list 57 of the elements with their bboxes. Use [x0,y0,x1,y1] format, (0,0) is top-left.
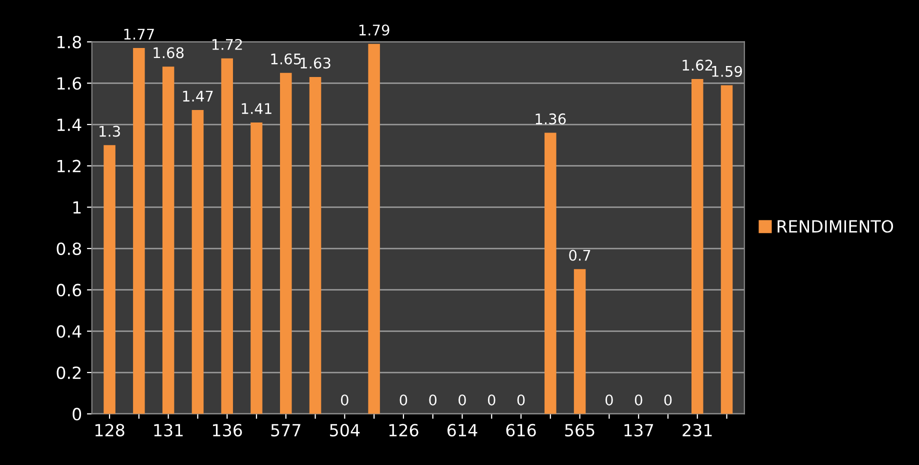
bar [309,76,322,414]
bar [280,72,292,414]
y-tick-label: 0.4 [56,325,82,338]
y-tick-label: 0 [72,408,82,420]
x-tick-label: 616 [506,424,536,436]
y-tick-label: 1 [73,201,81,214]
data-label: 0 [606,394,613,406]
x-tick-label: 504 [330,424,360,436]
data-label: 1.36 [536,113,566,124]
data-label: 1.63 [300,58,330,69]
data-label: 1.77 [124,28,154,40]
data-label: 1.3 [100,126,120,137]
data-label: 0 [400,394,408,406]
data-label: 0.7 [569,250,590,261]
x-tick-label: 137 [624,424,654,436]
legend-label: RENDIMIENTO [778,220,894,233]
data-label: 0 [340,394,348,406]
bar [368,44,380,414]
bar [574,269,586,414]
x-tick-label: 128 [95,424,124,436]
y-tick-label: 0.2 [56,366,81,380]
data-label: 1.65 [271,53,301,64]
x-tick-label: 577 [271,424,300,436]
bar [221,58,233,414]
data-label: 0 [488,394,496,406]
y-tick-label: 1.6 [58,77,82,90]
x-tick-label: 126 [389,424,418,436]
data-label: 0 [458,394,466,406]
x-tick-label: 136 [213,424,242,436]
y-tick-label: 0.8 [56,242,82,256]
x-tick-label: 231 [682,424,712,436]
data-label: 0 [429,394,437,406]
data-label: 1.62 [682,60,712,71]
bar [691,79,704,414]
data-label: 1.59 [712,66,742,77]
bar [133,48,145,414]
y-tick-label: 1.4 [58,118,82,131]
bar [250,122,262,414]
data-label: 1.68 [154,47,184,58]
bar [720,85,733,414]
data-label: 1.79 [359,24,390,36]
data-label: 0 [664,394,672,406]
data-label: 0 [517,394,525,406]
y-tick-label: 1.2 [58,160,81,172]
x-tick-label: 614 [447,424,478,436]
data-label: 1.41 [242,103,272,114]
bar [162,66,174,414]
x-tick-label: 131 [154,424,183,436]
y-tick-label: 1.8 [58,36,82,48]
bar [544,132,556,414]
data-label: 1.47 [183,90,213,102]
bar [104,145,116,414]
data-label: 0 [634,394,642,406]
x-tick-label: 565 [565,424,594,436]
y-tick-label: 0.6 [56,284,82,296]
data-label: 1.72 [212,38,242,50]
bar [192,110,204,414]
